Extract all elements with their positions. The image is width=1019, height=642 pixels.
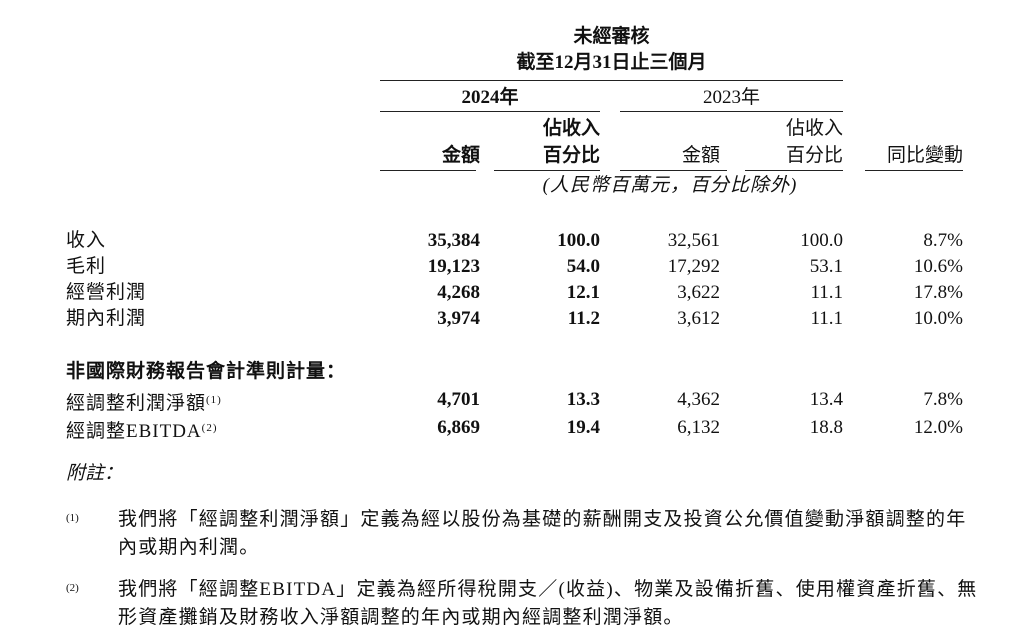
period-label: 截至12月31日止三個月 xyxy=(516,52,707,73)
note-text: 我們將「經調整利潤淨額」定義為經以股份為基礎的薪酬開支及投資公允價值變動淨額調整… xyxy=(118,509,967,558)
divider xyxy=(745,170,843,171)
row-label: 毛利 xyxy=(66,256,107,277)
yoy-change: 7.8% xyxy=(923,389,963,410)
col-pct-2024-line2: 百分比 xyxy=(542,145,600,166)
unit-note: (人民幣百萬元，百分比除外) xyxy=(542,175,798,196)
amount-2023: 32,561 xyxy=(667,230,720,251)
row-label: 經調整EBITDA(2) xyxy=(66,421,218,442)
amount-2023: 3,612 xyxy=(677,308,720,329)
row-label: 經調整利潤淨額(1) xyxy=(66,393,222,414)
yoy-change: 10.0% xyxy=(913,308,963,329)
pct-2024: 11.2 xyxy=(567,308,600,329)
pct-2023: 53.1 xyxy=(809,256,843,277)
amount-2024: 3,974 xyxy=(437,308,480,329)
divider xyxy=(380,111,600,112)
note-marker: (2) xyxy=(66,582,79,594)
col-yoy: 同比變動 xyxy=(886,145,963,166)
yoy-change: 12.0% xyxy=(913,417,963,438)
divider xyxy=(380,80,843,81)
note-text: 我們將「經調整EBITDA」定義為經所得稅開支／(收益)、物業及設備折舊、使用權… xyxy=(118,579,978,628)
yoy-change: 17.8% xyxy=(913,282,963,303)
year-2024-header: 2024年 xyxy=(461,87,519,108)
year-2023-header: 2023年 xyxy=(702,87,760,108)
pct-2024: 13.3 xyxy=(566,389,600,410)
row-label: 期內利潤 xyxy=(66,308,147,329)
col-pct-2024-line1: 佔收入 xyxy=(542,118,600,139)
row-label: 收入 xyxy=(66,230,107,251)
amount-2024: 19,123 xyxy=(427,256,480,277)
col-pct-2023-line2: 百分比 xyxy=(785,145,843,166)
note-ref: (2) xyxy=(201,422,218,434)
notes-heading: 附註： xyxy=(66,463,124,484)
col-amount-2023: 金額 xyxy=(681,145,720,166)
col-pct-2023-line1: 佔收入 xyxy=(785,118,843,139)
note-ref: (1) xyxy=(206,394,222,406)
pct-2023: 100.0 xyxy=(800,230,843,251)
amount-2024: 4,268 xyxy=(437,282,480,303)
table-title: 未經審核 xyxy=(573,26,650,47)
pct-2024: 19.4 xyxy=(566,417,600,438)
non-ifrs-heading: 非國際財務報告會計準則計量： xyxy=(66,361,347,382)
yoy-change: 10.6% xyxy=(913,256,963,277)
amount-2023: 17,292 xyxy=(667,256,720,277)
amount-2024: 35,384 xyxy=(427,230,480,251)
note-marker: (1) xyxy=(66,512,79,524)
pct-2024: 54.0 xyxy=(566,256,600,277)
pct-2024: 100.0 xyxy=(557,230,600,251)
col-amount-2024: 金額 xyxy=(441,145,480,166)
row-label: 經營利潤 xyxy=(66,282,147,303)
divider xyxy=(620,170,727,171)
pct-2023: 18.8 xyxy=(809,417,843,438)
divider xyxy=(865,170,963,171)
divider xyxy=(494,170,600,171)
amount-2023: 4,362 xyxy=(677,389,720,410)
amount-2024: 4,701 xyxy=(437,389,480,410)
pct-2023: 13.4 xyxy=(809,389,843,410)
amount-2023: 3,622 xyxy=(677,282,720,303)
pct-2024: 12.1 xyxy=(566,282,600,303)
amount-2024: 6,869 xyxy=(437,417,480,438)
divider xyxy=(380,170,476,171)
divider xyxy=(620,111,843,112)
pct-2023: 11.1 xyxy=(810,282,843,303)
pct-2023: 11.1 xyxy=(810,308,843,329)
yoy-change: 8.7% xyxy=(923,230,963,251)
amount-2023: 6,132 xyxy=(677,417,720,438)
